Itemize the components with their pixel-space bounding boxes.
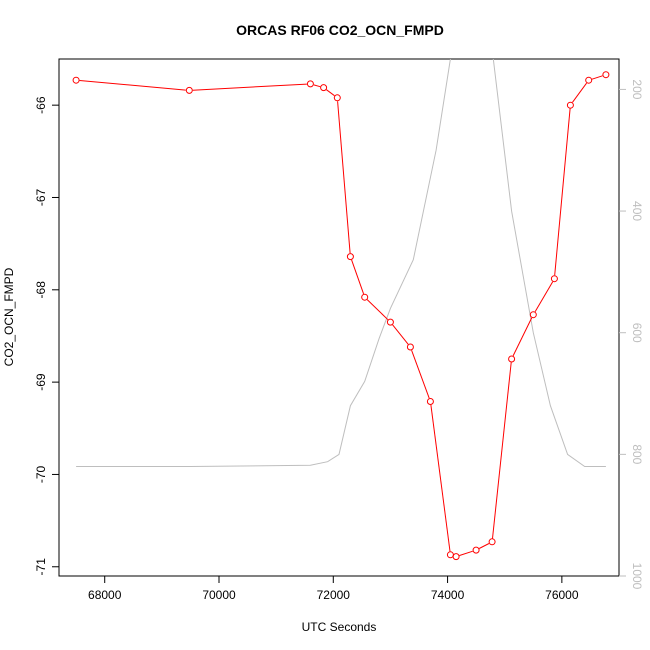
secondary-y-axis: 200 400 600 800 1000 <box>619 79 644 590</box>
x-tick-label: 70000 <box>202 588 236 602</box>
x-tick-label: 76000 <box>545 588 579 602</box>
primary-series-segment <box>411 350 430 399</box>
secondary-series-line <box>76 59 606 467</box>
y-tick-label: -71 <box>34 558 48 576</box>
data-point <box>406 343 414 351</box>
primary-series-segment <box>430 404 451 552</box>
x-tick-label: 74000 <box>431 588 465 602</box>
data-point <box>472 546 480 554</box>
primary-series-segment <box>554 108 571 276</box>
data-point <box>488 538 496 546</box>
chart-title: ORCAS RF06 CO2_OCN_FMPD <box>236 22 444 38</box>
data-point <box>508 355 516 363</box>
primary-series-segment <box>192 83 307 91</box>
data-point <box>333 94 341 102</box>
primary-series-segment <box>337 101 351 254</box>
primary-series-segment <box>591 75 603 80</box>
data-point <box>386 318 394 326</box>
primary-series-segment <box>351 259 365 295</box>
data-point <box>320 84 328 92</box>
primary-series-segment <box>534 281 554 312</box>
primary-series-segment <box>313 84 321 88</box>
x-tick-label: 72000 <box>317 588 351 602</box>
data-point <box>566 101 574 109</box>
y-tick-label: -69 <box>34 373 48 391</box>
primary-series-segment <box>392 324 409 345</box>
data-point <box>72 76 80 84</box>
y2-tick-label: 200 <box>630 79 644 99</box>
plot-frame <box>58 58 620 577</box>
data-point <box>585 76 593 84</box>
data-point <box>602 71 610 79</box>
x-tick-label: 68000 <box>88 588 122 602</box>
data-point <box>529 311 537 319</box>
series-layer <box>72 59 610 561</box>
data-point <box>361 293 369 301</box>
data-point <box>446 551 454 559</box>
y-tick-label: -70 <box>34 465 48 483</box>
data-point <box>426 398 434 405</box>
primary-series-segment <box>492 362 512 539</box>
y-tick-label: -68 <box>34 281 48 299</box>
data-point <box>185 86 193 94</box>
primary-series-segment <box>366 299 389 321</box>
data-point <box>550 275 558 283</box>
primary-series-segment <box>326 89 335 97</box>
primary-series-segment <box>459 550 473 556</box>
y2-tick-label: 800 <box>630 444 644 464</box>
primary-series-segment <box>572 82 588 103</box>
y2-tick-label: 600 <box>630 323 644 343</box>
y-tick-label: -67 <box>34 188 48 206</box>
y2-tick-label: 1000 <box>630 563 644 590</box>
y-axis-label: CO2_OCN_FMPD <box>2 267 16 366</box>
data-point <box>306 80 314 88</box>
primary-series-segment <box>512 317 533 357</box>
y-axis: -66 -67 -68 -69 -70 -71 <box>34 96 59 575</box>
primary-series-segment <box>478 543 490 549</box>
primary-series-segment <box>79 80 186 91</box>
data-point <box>346 253 354 261</box>
y-tick-label: -66 <box>34 96 48 114</box>
x-axis: 68000 70000 72000 74000 76000 <box>88 576 579 602</box>
x-axis-label: UTC Seconds <box>302 620 377 634</box>
y2-tick-label: 400 <box>630 201 644 221</box>
data-point <box>452 553 460 561</box>
